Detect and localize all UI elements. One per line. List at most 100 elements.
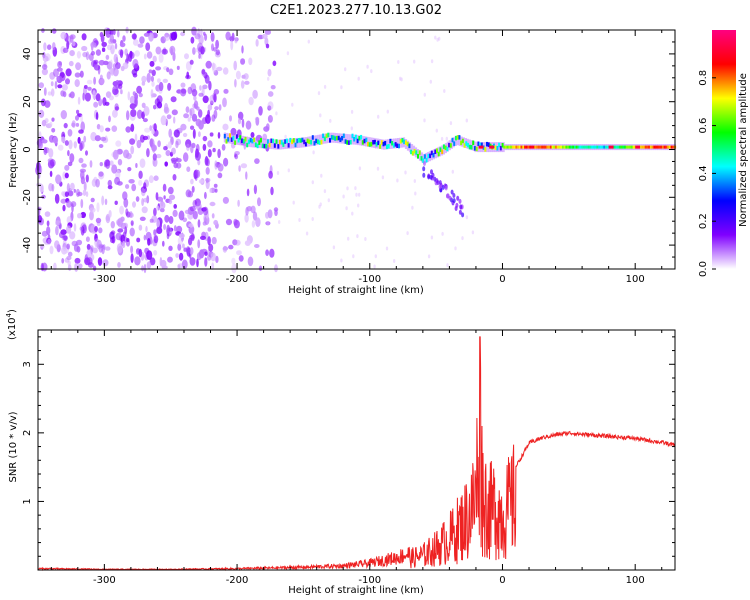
signal-cell bbox=[537, 145, 540, 149]
signal-cell bbox=[370, 141, 373, 147]
signal-cell bbox=[505, 145, 507, 149]
signal-cell bbox=[406, 141, 409, 147]
signal-cell bbox=[330, 135, 333, 140]
noise-cell bbox=[320, 173, 323, 178]
noise-cell bbox=[92, 90, 96, 100]
signal-cell bbox=[284, 139, 287, 144]
noise-cell bbox=[177, 243, 182, 251]
noise-cell bbox=[62, 239, 67, 250]
noise-cell bbox=[124, 226, 128, 235]
signal-cell bbox=[365, 137, 368, 143]
snr-x-axis-label: Height of straight line (km) bbox=[288, 585, 424, 596]
noise-cell bbox=[254, 116, 260, 122]
noise-cell bbox=[176, 225, 183, 233]
noise-cell bbox=[117, 228, 124, 233]
signal-halo-cell bbox=[275, 139, 278, 150]
noise-cell bbox=[286, 51, 290, 56]
signal-cell bbox=[575, 145, 578, 149]
noise-cell bbox=[122, 35, 126, 42]
noise-cell bbox=[138, 93, 143, 98]
signal-cell bbox=[387, 144, 390, 149]
noise-cell bbox=[156, 153, 162, 159]
noise-cell bbox=[332, 245, 336, 250]
colorbar-ticks: 0.0 0.2 0.4 0.6 0.8 bbox=[698, 70, 716, 277]
noise-cell bbox=[149, 60, 155, 67]
signal-cell bbox=[536, 145, 539, 149]
signal-cell bbox=[275, 139, 278, 144]
signal-cell bbox=[605, 145, 608, 149]
signal-halo-cell bbox=[289, 138, 292, 149]
noise-cell bbox=[159, 208, 165, 213]
signal-cell bbox=[510, 145, 513, 149]
noise-cell bbox=[86, 249, 93, 258]
signal-cell bbox=[499, 145, 502, 151]
noise-cell bbox=[195, 169, 201, 178]
noise-cell bbox=[94, 135, 101, 142]
signal-cell bbox=[279, 139, 281, 145]
noise-cell bbox=[230, 40, 234, 51]
figure-title: C2E1.2023.277.10.13.G02 bbox=[270, 3, 442, 18]
noise-cell bbox=[209, 132, 214, 137]
noise-cell bbox=[145, 225, 148, 233]
noise-cell bbox=[43, 146, 48, 156]
noise-cell bbox=[198, 131, 201, 138]
noise-cell bbox=[104, 246, 111, 251]
noise-cell bbox=[123, 222, 129, 229]
signal-cell bbox=[670, 145, 673, 149]
noise-cell bbox=[109, 34, 115, 43]
noise-cell bbox=[251, 220, 256, 228]
noise-cell bbox=[61, 191, 66, 196]
noise-cell bbox=[71, 41, 76, 47]
noise-cell bbox=[95, 217, 102, 224]
y-tick-label: 40 bbox=[22, 48, 33, 61]
signal-cell bbox=[272, 138, 275, 144]
signal-cell bbox=[455, 135, 457, 141]
signal-halo-cell bbox=[297, 137, 300, 148]
noise-cell bbox=[171, 109, 178, 116]
signal-halo-cell bbox=[327, 133, 330, 143]
noise-cell bbox=[182, 132, 188, 138]
noise-cell bbox=[93, 59, 99, 65]
noise-cell bbox=[152, 55, 157, 63]
signal-cell bbox=[308, 139, 311, 144]
noise-cell bbox=[89, 210, 94, 221]
noise-cell bbox=[396, 178, 399, 183]
noise-cell bbox=[150, 89, 154, 99]
signal-halo-cell bbox=[321, 134, 324, 145]
signal-cell bbox=[601, 145, 604, 149]
signal-cell bbox=[430, 150, 433, 156]
noise-cell bbox=[218, 104, 222, 111]
signal-cell bbox=[337, 135, 340, 141]
noise-cell bbox=[232, 239, 238, 246]
noise-cell bbox=[109, 231, 115, 240]
signal-cell bbox=[354, 134, 357, 140]
noise-cell bbox=[104, 101, 110, 106]
svg-text:(x104): (x104) bbox=[5, 309, 18, 340]
noise-cell bbox=[74, 257, 81, 264]
noise-cell bbox=[94, 233, 98, 242]
noise-cell bbox=[127, 91, 131, 101]
signal-cell bbox=[639, 145, 642, 149]
noise-cell bbox=[141, 102, 146, 109]
noise-cell bbox=[317, 91, 321, 96]
signal-halo-cell bbox=[245, 136, 248, 147]
noise-cell bbox=[128, 179, 135, 184]
signal-cell bbox=[292, 138, 295, 143]
noise-cell bbox=[234, 154, 239, 160]
noise-cell bbox=[130, 145, 135, 155]
signal-cell bbox=[579, 145, 582, 149]
noise-cell bbox=[51, 28, 57, 34]
noise-cell bbox=[146, 51, 153, 59]
noise-cell bbox=[74, 72, 81, 78]
noise-cell bbox=[221, 144, 226, 151]
noise-cell bbox=[156, 95, 163, 104]
noise-cell bbox=[153, 175, 159, 181]
noise-cell bbox=[131, 33, 137, 40]
signal-tail-cell bbox=[422, 166, 426, 172]
signal-cell bbox=[304, 141, 307, 147]
noise-cell bbox=[213, 93, 217, 103]
noise-cell bbox=[109, 59, 113, 68]
noise-cell bbox=[176, 65, 180, 70]
signal-cell bbox=[541, 145, 544, 149]
noise-cell bbox=[429, 79, 432, 84]
